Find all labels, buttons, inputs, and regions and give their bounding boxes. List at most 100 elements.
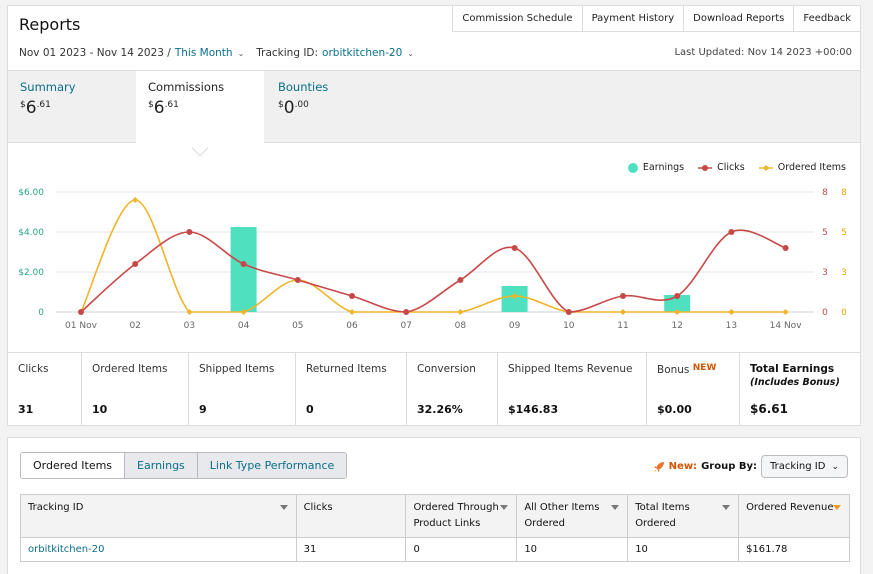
tracking-id-label: Tracking ID: xyxy=(256,47,319,59)
cell-all-other-items: 10 xyxy=(516,537,629,562)
metric-clicks: Clicks 31 xyxy=(8,353,82,425)
tab-summary-amount: $6.61 xyxy=(20,98,51,118)
feedback-link[interactable]: Feedback xyxy=(793,6,860,32)
y-tick-label-clicks: 5 xyxy=(822,228,828,238)
y-tick-label-clicks: 8 xyxy=(822,188,828,198)
group-by-label: Group By: xyxy=(701,461,757,472)
col-ordered-through-links[interactable]: Ordered Through Product Links xyxy=(405,494,518,538)
x-tick-label: 14 Nov xyxy=(770,321,803,331)
tab-summary-label: Summary xyxy=(20,80,76,94)
ordered-point xyxy=(132,197,139,203)
clicks-point xyxy=(240,261,247,267)
clicks-point xyxy=(186,229,193,235)
col-all-other-items[interactable]: All Other Items Ordered xyxy=(516,494,629,538)
details-panel: Ordered Items Earnings Link Type Perform… xyxy=(7,437,861,574)
metric-total-earnings: Total Earnings (Includes Bonus) $6.61 xyxy=(750,363,840,416)
y-tick-label-ordered: 5 xyxy=(841,228,847,238)
cell-tracking-id[interactable]: orbitkitchen-20 xyxy=(20,537,297,562)
x-tick-label: 01 Nov xyxy=(65,321,98,331)
date-range-text: Nov 01 2023 - Nov 14 2023 / xyxy=(19,47,171,59)
x-tick-label: 09 xyxy=(509,321,521,331)
sort-active-icon xyxy=(833,505,841,510)
group-by-control: New: Group By: Tracking ID ⌄ xyxy=(653,455,848,478)
y-tick-label-ordered: 8 xyxy=(841,188,847,198)
sort-icon xyxy=(722,505,731,510)
earnings-bar xyxy=(501,286,528,312)
x-tick-label: 05 xyxy=(292,321,303,331)
col-tracking-id[interactable]: Tracking ID xyxy=(20,494,297,538)
x-tick-label: 04 xyxy=(238,321,250,331)
y-tick-label-clicks: 0 xyxy=(822,308,828,318)
x-tick-label: 13 xyxy=(726,321,737,331)
chart-legend: Earnings Clicks Ordered Items xyxy=(627,162,846,173)
ordered-point xyxy=(674,309,681,315)
tab-bounties[interactable]: Bounties $0.00 xyxy=(266,71,394,144)
filters-bar: Nov 01 2023 - Nov 14 2023 / This Month ⌄… xyxy=(19,47,414,59)
download-reports-link[interactable]: Download Reports xyxy=(683,6,794,32)
col-ordered-revenue[interactable]: Ordered Revenue xyxy=(738,494,850,538)
metric-ordered-items: Ordered Items 10 xyxy=(82,353,189,425)
ordered-point xyxy=(240,309,247,315)
y-tick-label-ordered: 0 xyxy=(841,308,847,318)
x-tick-label: 10 xyxy=(563,321,575,331)
earnings-chart: $6.00 8 8 $4.00 5 5 $2.00 3 3 0 0 0 01 Nov 02 03 04 05 06… xyxy=(18,188,847,331)
chevron-down-icon: ⌄ xyxy=(237,48,245,58)
y-tick-label-clicks: 3 xyxy=(822,268,828,278)
sort-icon xyxy=(611,505,620,510)
tab-summary[interactable]: Summary $6.61 xyxy=(8,71,136,144)
tracking-id-dropdown[interactable]: orbitkitchen-20 xyxy=(322,47,403,59)
x-tick-label: 06 xyxy=(346,321,358,331)
new-badge: NEW xyxy=(692,363,717,373)
clicks-point xyxy=(403,309,410,315)
y-tick-label-left: $2.00 xyxy=(18,268,44,278)
ordered-point xyxy=(728,309,735,315)
ordered-point xyxy=(349,309,355,315)
summary-tabs: Summary $6.61 Commissions $6.61 Bounties… xyxy=(8,70,860,147)
x-tick-label: 03 xyxy=(184,321,195,331)
tab-bounties-amount: $0.00 xyxy=(278,98,309,118)
tab-earnings[interactable]: Earnings xyxy=(124,453,197,478)
tab-commissions-amount: $6.61 xyxy=(148,98,179,118)
cell-ordered-revenue: $161.78 xyxy=(738,537,850,562)
tab-ordered-items[interactable]: Ordered Items xyxy=(21,453,125,478)
ordered-swatch-icon xyxy=(758,164,773,171)
col-total-items[interactable]: Total Items Ordered xyxy=(627,494,740,538)
page-title: Reports xyxy=(19,15,81,34)
metric-conversion: Conversion 32.26% xyxy=(407,353,498,425)
last-updated: Last Updated: Nov 14 2023 +00:00 xyxy=(674,47,852,58)
rocket-icon xyxy=(653,461,664,472)
payment-history-link[interactable]: Payment History xyxy=(581,6,684,32)
earnings-bar xyxy=(230,227,257,312)
x-tick-label: 08 xyxy=(455,321,467,331)
clicks-point xyxy=(457,277,464,283)
clicks-point xyxy=(511,245,518,251)
cell-clicks: 31 xyxy=(295,537,407,562)
y-tick-label-left: 0 xyxy=(38,308,44,318)
commission-schedule-link[interactable]: Commission Schedule xyxy=(452,6,582,32)
legend-earnings[interactable]: Earnings xyxy=(627,162,684,173)
sort-icon xyxy=(500,505,509,510)
legend-ordered-items[interactable]: Ordered Items xyxy=(758,162,846,173)
clicks-point xyxy=(78,309,84,315)
tab-commissions-label: Commissions xyxy=(148,80,225,94)
chevron-down-icon: ⌄ xyxy=(831,461,839,472)
legend-clicks[interactable]: Clicks xyxy=(698,162,745,173)
metric-shipped-revenue: Shipped Items Revenue $146.83 xyxy=(498,353,647,425)
date-preset-dropdown[interactable]: This Month xyxy=(174,47,233,59)
metric-bonus: Bonus NEW $0.00 xyxy=(647,353,740,425)
x-tick-label: 07 xyxy=(400,321,411,331)
x-tick-label: 12 xyxy=(671,321,682,331)
ordered-point xyxy=(782,309,789,315)
clicks-point xyxy=(565,309,572,315)
top-links: Commission Schedule Payment History Down… xyxy=(452,6,860,32)
clicks-swatch-icon xyxy=(698,164,713,171)
tab-commissions[interactable]: Commissions $6.61 xyxy=(136,71,264,147)
group-by-select[interactable]: Tracking ID ⌄ xyxy=(760,455,848,478)
cell-ordered-through-links: 0 xyxy=(405,537,518,562)
earnings-swatch-icon xyxy=(627,162,638,173)
sort-icon xyxy=(279,505,288,510)
col-clicks[interactable]: Clicks xyxy=(295,494,407,538)
clicks-point xyxy=(728,229,735,235)
tab-link-type-performance[interactable]: Link Type Performance xyxy=(196,453,347,478)
table-row: orbitkitchen-20 31 0 10 10 $161.78 xyxy=(20,537,850,562)
